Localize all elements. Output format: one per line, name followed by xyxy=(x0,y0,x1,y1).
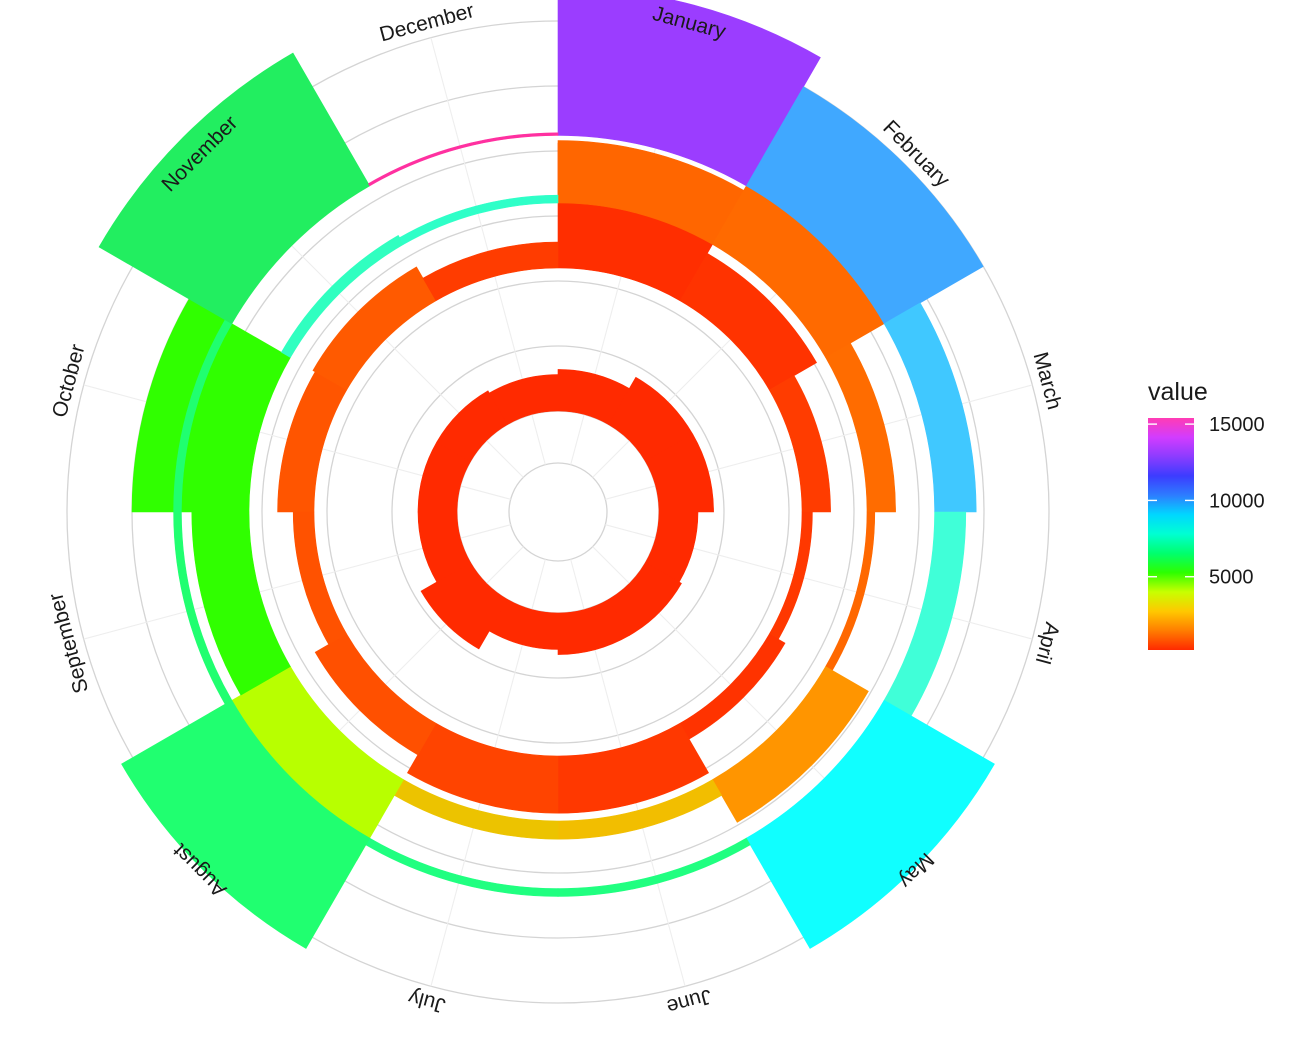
month-label-july: July xyxy=(405,985,448,1017)
bar-ring-2-december xyxy=(422,241,559,302)
bar-ring-2-april xyxy=(768,511,813,640)
bar-ring-4-december xyxy=(367,132,559,187)
bar-ring-4-july xyxy=(365,837,559,897)
bar-ring-4-august xyxy=(121,699,371,949)
bar-ring-3-october xyxy=(131,298,291,513)
bar-ring-4-june xyxy=(557,837,751,897)
bar-ring-2-september xyxy=(292,511,348,645)
bar-ring-4-may xyxy=(745,699,995,949)
grid-circle-hole xyxy=(508,462,608,562)
legend: value 15000 10000 5000 xyxy=(1148,378,1265,650)
bar-ring-3-december xyxy=(399,194,559,245)
legend-tick-label-10000: 10000 xyxy=(1209,490,1265,512)
bar-ring-3-march xyxy=(825,342,896,513)
bar-ring-4-february xyxy=(745,86,984,325)
bar-ring-4-january xyxy=(557,0,821,187)
bar-ring-2-march xyxy=(768,375,831,513)
legend-tick-label-15000: 15000 xyxy=(1209,414,1265,436)
grid-circle-2 xyxy=(326,280,790,744)
bar-ring-4-november xyxy=(98,52,371,325)
month-label-march: March xyxy=(1029,350,1066,412)
month-label-october: October xyxy=(48,342,90,420)
bar-ring-1-december xyxy=(488,374,559,425)
bar-ring-2-october xyxy=(277,371,348,513)
bar-ring-4-march xyxy=(883,302,977,513)
bars xyxy=(98,0,995,949)
legend-title: value xyxy=(1148,378,1208,406)
bar-ring-4-april xyxy=(883,511,967,717)
grid-circle-1 xyxy=(391,345,725,679)
bar-ring-3-april xyxy=(825,511,876,671)
legend-colorbar xyxy=(1148,418,1194,650)
legend-tick-label-5000: 5000 xyxy=(1209,567,1254,589)
month-label-september: September xyxy=(44,590,93,695)
